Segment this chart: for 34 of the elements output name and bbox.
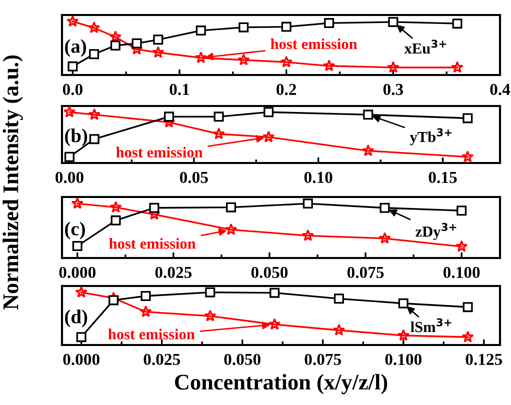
x-tick-label: 0.075 xyxy=(304,354,342,366)
x-tick-label: 0.100 xyxy=(385,354,422,366)
x-tick-label: 0.075 xyxy=(347,266,384,278)
x-tick-label: 0.3 xyxy=(383,84,404,96)
x-tick-label: 0.100 xyxy=(443,266,480,278)
legend-label: host emission xyxy=(109,238,196,249)
legend-label: host emission xyxy=(108,328,195,340)
annotation: (b) xyxy=(65,128,88,146)
legend-label: host emission xyxy=(270,38,358,50)
x-tick-label: 0.05 xyxy=(180,172,208,184)
x-tick-label: 0.050 xyxy=(224,354,260,366)
x-tick-label: 0.4 xyxy=(490,84,510,96)
x-tick-label: 0.025 xyxy=(155,266,192,278)
x-tick-label: 0.025 xyxy=(144,354,180,366)
x-tick-label: 0.10 xyxy=(304,172,332,184)
x-tick-label: 0.1 xyxy=(170,84,190,96)
series-label: zDy$^{3+}$ xyxy=(416,222,456,240)
x-tick-label: 0.000 xyxy=(59,266,96,278)
series-label: yTb$^{3+}$ xyxy=(410,128,452,146)
x-tick-label: 0.000 xyxy=(63,354,100,366)
x-tick-label: 0.15 xyxy=(428,172,457,184)
x-tick-label: 0.0 xyxy=(62,84,82,96)
series-label: xEu$^{3+}$ xyxy=(404,40,446,54)
y-axis-title: Normalized Intensity (a.u.) xyxy=(2,55,23,310)
annotation: (d) xyxy=(65,310,88,328)
series-label: lSm$^{3+}$ xyxy=(410,318,452,332)
x-tick-label: 0.2 xyxy=(276,84,296,96)
annotation: (a) xyxy=(65,39,86,57)
x-axis-title: Concentration (x/y/z/l) xyxy=(175,374,388,394)
annotation: (c) xyxy=(65,222,85,240)
x-tick-label: 0.125 xyxy=(466,354,502,366)
x-tick-label: 0.00 xyxy=(56,172,84,184)
legend-label: host emission xyxy=(116,146,203,158)
x-tick-label: 0.050 xyxy=(251,266,288,278)
